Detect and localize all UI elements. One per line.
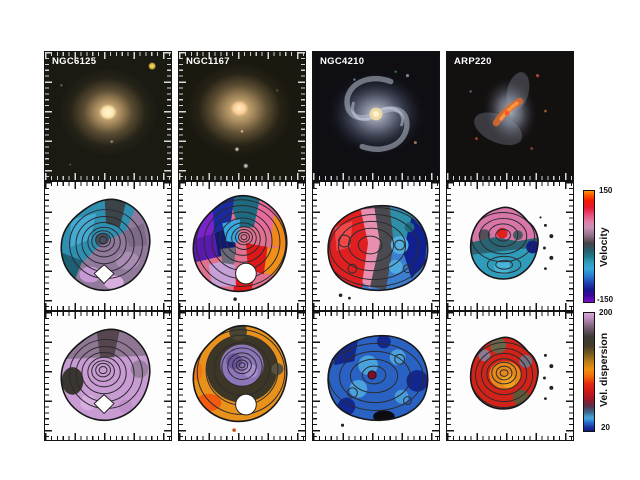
dispersion-colorbar-max: 200 (599, 308, 613, 317)
velocity-map-arp220 (469, 206, 554, 280)
dispersion-map-ngc6125 (60, 328, 151, 422)
velocity-panel-ngc6125 (44, 181, 172, 311)
dispersion-panel-ngc6125 (44, 311, 172, 441)
dispersion-panel-ngc1167 (178, 311, 306, 441)
velocity-colorbar-max: 150 (599, 186, 613, 195)
velocity-panel-arp220 (446, 181, 574, 311)
velocity-map-ngc6125 (60, 198, 151, 292)
velocity-map-ngc1167 (192, 194, 288, 301)
velocity-panel-ngc4210 (312, 181, 440, 311)
axis-ticks (45, 52, 171, 180)
optical-panel-ngc6125: NGC6125 (44, 51, 172, 181)
velocity-colorbar-min: -150 (597, 295, 614, 304)
dispersion-map-ngc1167 (192, 324, 288, 432)
velocity-colorbar-label: Velocity (598, 227, 610, 267)
dispersion-map-arp220 (469, 336, 554, 410)
galaxy-label-arp220: ARP220 (454, 56, 492, 67)
optical-panel-ngc4210: NGC4210 (312, 51, 440, 181)
galaxy-label-ngc6125: NGC6125 (52, 56, 97, 67)
dispersion-colorbar (583, 312, 595, 432)
dispersion-colorbar-label: Vel. dispersion (598, 332, 610, 408)
spiral-galaxy-image (313, 52, 439, 180)
axis-ticks (179, 52, 305, 180)
optical-panel-ngc1167: NGC1167 (178, 51, 306, 181)
velocity-map-ngc4210 (327, 204, 429, 300)
velocity-panel-ngc1167 (178, 181, 306, 311)
optical-panel-arp220: ARP220 (446, 51, 574, 181)
galaxy-label-ngc1167: NGC1167 (186, 56, 230, 67)
galaxy-label-ngc4210: NGC4210 (320, 56, 365, 67)
dispersion-panel-ngc4210 (312, 311, 440, 441)
merger-galaxy-image (447, 52, 573, 180)
dispersion-colorbar-min: 20 (601, 423, 610, 432)
dispersion-panel-arp220 (446, 311, 574, 441)
velocity-colorbar (583, 190, 595, 303)
dispersion-map-ngc4210 (327, 334, 429, 427)
